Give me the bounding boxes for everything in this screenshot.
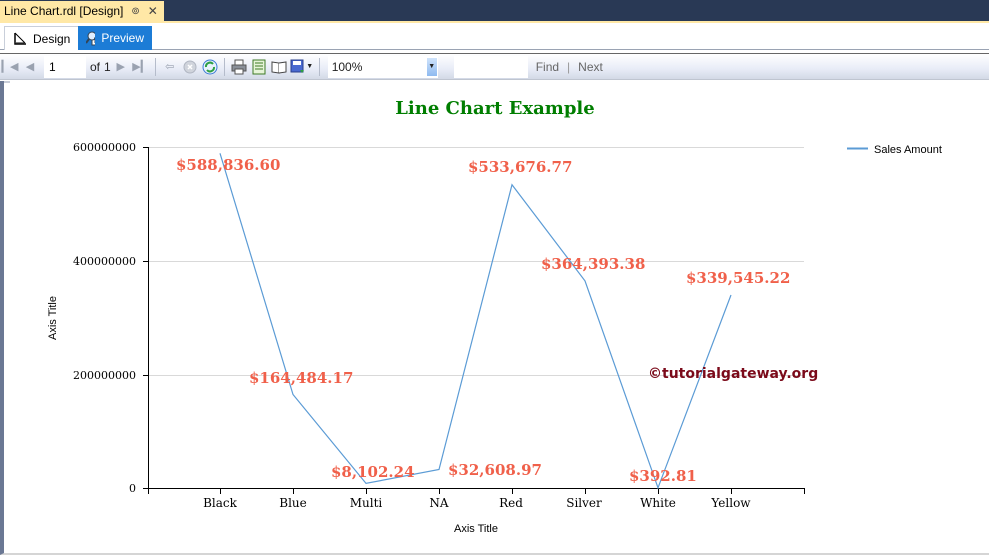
back-icon[interactable]: ⇦ (165, 61, 175, 73)
x-axis-labels: Black Blue Multi NA Red Silver White Yel… (203, 496, 751, 510)
of-label: of (90, 59, 101, 74)
x-tick-label: NA (429, 496, 449, 510)
page-number-input[interactable] (44, 55, 86, 78)
chevron-down-icon[interactable]: ▼ (426, 57, 437, 76)
print-layout-icon[interactable] (249, 57, 269, 77)
design-ruler-icon (14, 32, 26, 45)
toolbar-separator (223, 57, 225, 76)
first-page-icon[interactable]: ▎◀ (1, 61, 19, 73)
view-tabs: Design Preview (0, 23, 989, 50)
y-tick-label: 0 (129, 482, 136, 495)
x-tick-label: White (640, 496, 676, 510)
x-tick-label: Red (499, 496, 523, 510)
y-tick-label: 400000000 (73, 255, 136, 268)
total-pages: 1 (104, 59, 111, 74)
print-icon[interactable] (229, 57, 249, 77)
legend-label: Sales Amount (874, 144, 942, 156)
previous-page-icon[interactable]: ◀ (25, 61, 35, 73)
sales-amount-line[interactable] (219, 153, 732, 490)
data-label: $32,608.97 (448, 461, 542, 479)
data-label: $588,836.60 (176, 156, 280, 174)
data-label: $392.81 (629, 467, 697, 485)
refresh-icon[interactable] (200, 57, 220, 77)
data-label: $164,484.17 (249, 369, 353, 387)
toolbar-separator (318, 57, 320, 76)
tab-design-label: Design (33, 31, 71, 46)
last-page-icon[interactable]: ▶▎ (132, 61, 150, 73)
next-page-icon[interactable]: ▶ (116, 61, 125, 73)
x-tick-label: Silver (566, 496, 602, 510)
watermark: ©tutorialgateway.org (648, 366, 818, 382)
x-tick-label: Yellow (710, 496, 751, 510)
report-viewer (0, 81, 989, 555)
y-axis-labels: 600000000 400000000 200000000 0 (73, 141, 136, 495)
data-labels: $588,836.60 $164,484.17 $8,102.24 $32,60… (176, 156, 790, 485)
toolbar-separator (154, 57, 156, 76)
zoom-value: 100% (331, 59, 363, 74)
chart-title: Line Chart Example (395, 98, 594, 119)
y-tick-label: 200000000 (73, 369, 136, 382)
next-button[interactable]: Next (578, 59, 603, 74)
document-tab-title: Line Chart.rdl [Design] (4, 4, 124, 18)
zoom-select[interactable]: 100% ▼ (327, 55, 438, 78)
document-tab[interactable]: Line Chart.rdl [Design] ⊚ ✕ (0, 1, 164, 21)
report-toolbar: ▎◀ ◀ of 1 ▶ ▶▎ ⇦ ▼ 100% ▼ Find | Next (0, 53, 989, 80)
title-bar (0, 0, 989, 21)
close-icon[interactable]: ✕ (147, 4, 158, 18)
y-tick-label: 600000000 (73, 141, 136, 154)
data-label: $8,102.24 (331, 463, 415, 481)
data-label: $533,676.77 (468, 158, 572, 176)
find-input[interactable] (453, 55, 528, 78)
tab-preview[interactable]: Preview (78, 26, 152, 50)
legend: Sales Amount (847, 144, 942, 156)
data-label: $364,393.38 (541, 255, 645, 273)
tab-preview-label: Preview (101, 31, 144, 45)
export-icon[interactable]: ▼ (289, 57, 315, 77)
preview-icon (86, 31, 96, 46)
find-button[interactable]: Find (535, 59, 560, 74)
y-axis-title: Axis Title (47, 296, 59, 340)
data-label: $339,545.22 (686, 269, 790, 287)
x-tick-label: Blue (279, 496, 307, 510)
report-edge (4, 81, 10, 83)
gridlines (148, 147, 804, 376)
page-setup-icon[interactable] (269, 57, 289, 77)
pin-icon[interactable]: ⊚ (131, 5, 140, 17)
find-separator: | (567, 59, 571, 74)
tab-design[interactable]: Design (4, 26, 80, 50)
axes (143, 147, 805, 494)
x-axis-title: Axis Title (454, 523, 498, 535)
stop-icon[interactable] (180, 57, 200, 77)
x-tick-label: Multi (350, 496, 383, 510)
x-tick-label: Black (203, 496, 238, 510)
tab-underline (0, 21, 989, 23)
